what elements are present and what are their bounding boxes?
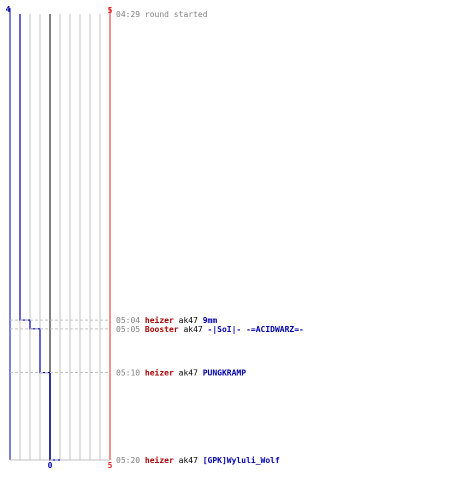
red-score-bottom-label: 5 (108, 461, 113, 470)
event-victim: -|SoI|- -=ACIDWARZ=- (208, 325, 304, 334)
event-row-text: 05:10 heizer ak47 PUNGKRAMP (116, 368, 246, 378)
event-weapon: ak47 (174, 369, 203, 378)
event-weapon: ak47 (174, 456, 203, 465)
bottom-zero-label: 0 (48, 461, 53, 470)
event-row-text: 05:20 heizer ak47 [GPK]Wyluli_Wolf (116, 455, 280, 465)
event-killer: heizer (145, 368, 174, 378)
event-weapon: ak47 (179, 325, 208, 334)
event-row-text: 04:29 round started (116, 10, 208, 19)
event-start-text: round started (145, 10, 208, 19)
event-time: 04:29 (116, 10, 145, 19)
event-time: 05:05 (116, 325, 145, 334)
event-killer: Booster (145, 325, 179, 334)
event-time: 05:04 (116, 316, 145, 325)
event-time: 05:20 (116, 456, 145, 465)
event-victim: [GPK]Wyluli_Wolf (203, 455, 280, 465)
axes: 4 5 0 5 (6, 5, 113, 470)
event-weapon: ak47 (174, 316, 203, 325)
event-victim: PUNGKRAMP (203, 369, 247, 378)
event-row-text: 05:05 Booster ak47 -|SoI|- -=ACIDWARZ=- (116, 325, 304, 334)
event-victim: 9mm (203, 316, 218, 325)
blue-score-top-label: 4 (6, 5, 11, 14)
red-score-top-label: 5 (108, 6, 113, 15)
event-killer: heizer (145, 315, 174, 325)
event-killer: heizer (145, 455, 174, 465)
event-log: 04:29 round started 05:04 heizer ak47 9mm… (10, 10, 304, 465)
grid (19, 14, 101, 460)
event-row-text: 05:04 heizer ak47 9mm (116, 315, 217, 325)
event-time: 05:10 (116, 369, 145, 378)
